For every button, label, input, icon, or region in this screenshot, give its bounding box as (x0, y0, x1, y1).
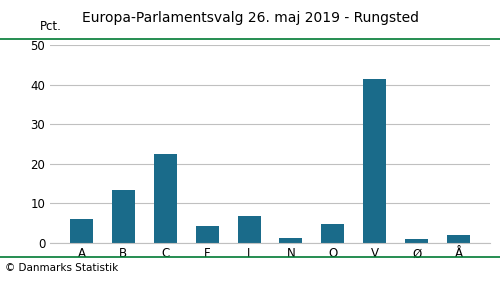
Text: Pct.: Pct. (40, 20, 62, 33)
Bar (405, 239, 428, 243)
Text: © Danmarks Statistik: © Danmarks Statistik (5, 263, 118, 273)
Bar (238, 216, 260, 243)
Bar (322, 224, 344, 243)
Text: Europa-Parlamentsvalg 26. maj 2019 - Rungsted: Europa-Parlamentsvalg 26. maj 2019 - Run… (82, 11, 418, 25)
Bar (363, 79, 386, 243)
Bar (196, 226, 218, 243)
Bar (70, 219, 93, 243)
Bar (112, 190, 135, 243)
Bar (447, 235, 470, 243)
Bar (280, 238, 302, 243)
Bar (154, 154, 177, 243)
